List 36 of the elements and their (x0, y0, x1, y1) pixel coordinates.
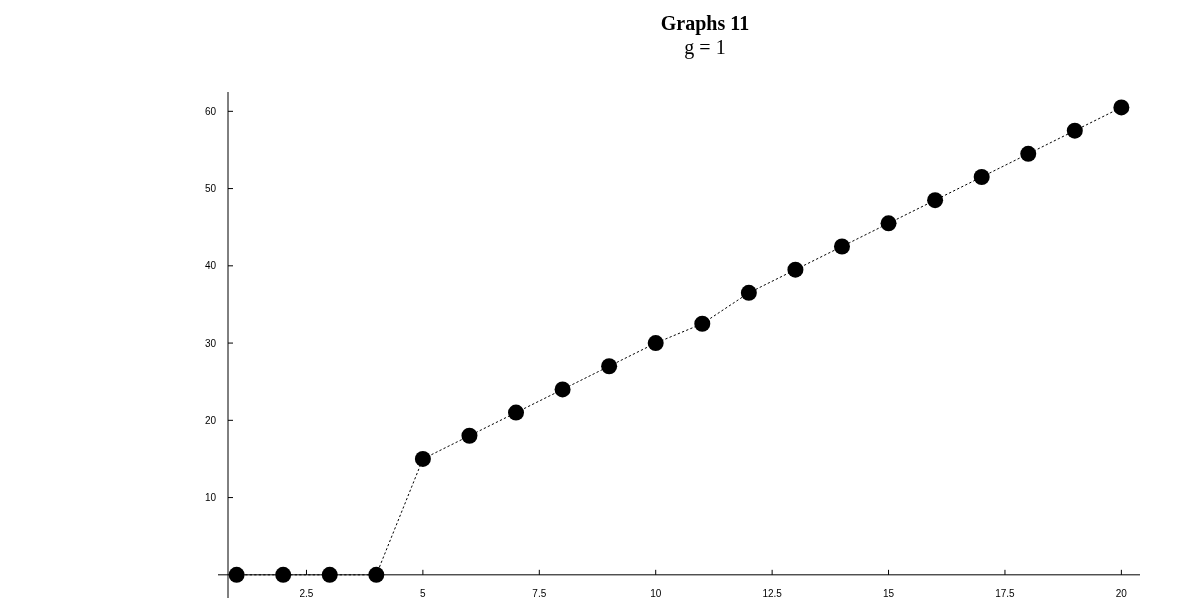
x-tick-label: 5 (420, 587, 427, 599)
point (647, 335, 664, 352)
point (275, 566, 292, 583)
point (833, 238, 850, 255)
point (927, 192, 944, 209)
x-tick-label: 2.5 (299, 587, 314, 599)
point (880, 215, 897, 232)
point (414, 450, 431, 467)
chart-subtitle: g = 1 (684, 36, 726, 59)
chart-title: Graphs 11 (660, 12, 750, 35)
point (740, 284, 757, 301)
point (973, 168, 990, 185)
point (508, 404, 525, 421)
point (321, 566, 338, 583)
x-tick-label: 7.5 (532, 587, 547, 599)
y-tick-label: 20 (204, 414, 217, 426)
x-tick-label: 15 (882, 587, 895, 599)
point (1113, 99, 1130, 116)
x-tick-label: 10 (650, 587, 662, 599)
point (787, 261, 804, 278)
point (554, 381, 571, 398)
point (1066, 122, 1083, 139)
y-tick-label: 50 (204, 183, 217, 195)
point (368, 566, 385, 583)
point (461, 427, 478, 444)
y-tick-label: 10 (204, 492, 217, 504)
x-tick-label: 20 (1115, 587, 1128, 599)
y-tick-label: 30 (204, 337, 217, 349)
x-tick-label: 12.5 (762, 587, 783, 599)
point (228, 566, 245, 583)
point (694, 315, 711, 332)
point (601, 358, 618, 375)
x-tick-label: 17.5 (995, 587, 1016, 599)
point (1020, 145, 1037, 162)
y-tick-label: 60 (204, 105, 217, 117)
y-tick-label: 40 (204, 260, 217, 272)
